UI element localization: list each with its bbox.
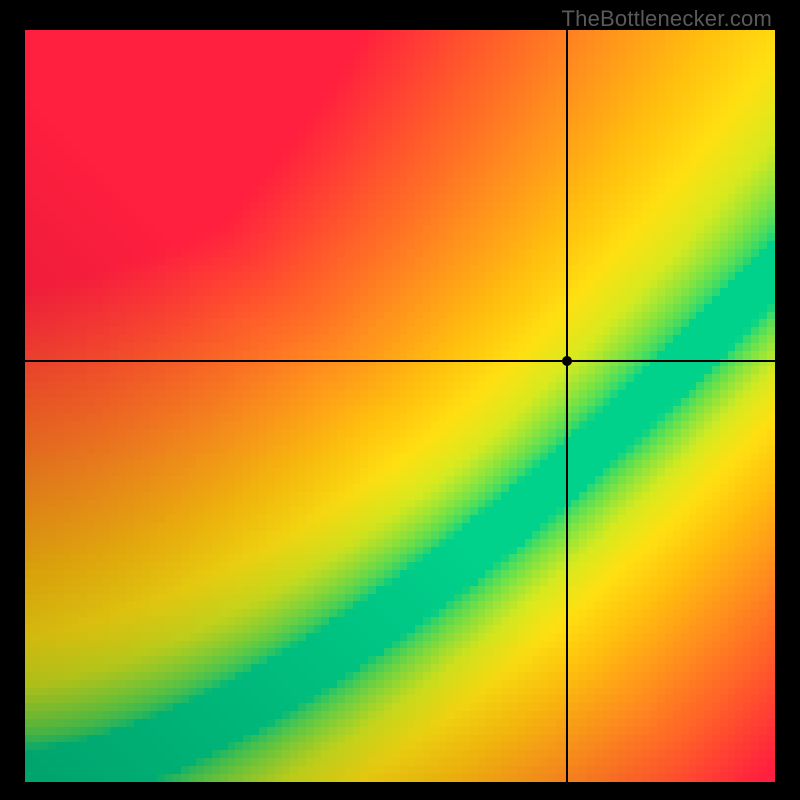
heatmap-canvas bbox=[25, 30, 775, 782]
watermark-text: TheBottlenecker.com bbox=[562, 6, 772, 32]
plot-area bbox=[25, 30, 775, 782]
chart-container: TheBottlenecker.com bbox=[0, 0, 800, 800]
